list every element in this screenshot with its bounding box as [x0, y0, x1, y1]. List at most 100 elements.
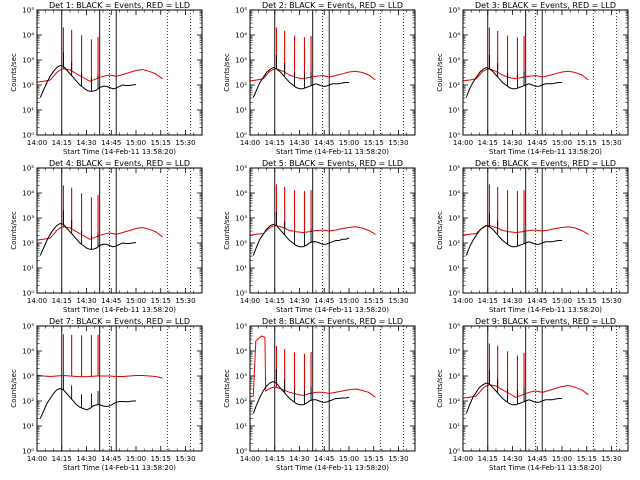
y-tick-label: 10⁰: [235, 290, 247, 298]
y-tick-label: 10²: [22, 240, 34, 248]
y-tick-label: 10⁵: [22, 7, 34, 15]
events-series-line: [252, 66, 349, 98]
x-tick-label: 14:00: [453, 139, 473, 147]
x-tick-label: 14:30: [502, 297, 522, 305]
y-tick-label: 10⁴: [235, 190, 247, 198]
y-tick-label: 10²: [448, 398, 460, 406]
x-tick-label: 15:30: [601, 139, 621, 147]
x-tick-label: 14:15: [478, 139, 498, 147]
y-tick-label: 10¹: [448, 107, 460, 115]
y-tick-label: 10³: [22, 215, 34, 223]
lld-series-line: [250, 224, 376, 236]
y-tick-label: 10⁴: [235, 32, 247, 40]
x-tick-label: 14:45: [314, 297, 334, 305]
y-tick-label: 10⁵: [235, 165, 247, 173]
x-tick-label: 15:15: [364, 455, 384, 463]
y-tick-label: 10²: [448, 240, 460, 248]
panel-title: Det 6: BLACK = Events, RED = LLD: [475, 159, 616, 168]
x-tick-label: 15:15: [364, 139, 384, 147]
lld-series-line: [250, 68, 376, 82]
events-series-line: [39, 64, 137, 98]
x-tick-label: 15:00: [126, 139, 146, 147]
x-tick-label: 15:15: [151, 297, 171, 305]
y-tick-label: 10⁵: [22, 165, 34, 173]
y-tick-label: 10¹: [448, 423, 460, 431]
y-tick-label: 10³: [448, 215, 460, 223]
x-tick-label: 15:15: [364, 297, 384, 305]
x-tick-label: 15:00: [339, 297, 359, 305]
x-axis-label: Start Time (14-Feb-11 13:58:20): [276, 306, 389, 314]
x-tick-label: 15:15: [577, 139, 597, 147]
x-tick-label: 14:30: [289, 139, 309, 147]
y-tick-label: 10⁵: [235, 7, 247, 15]
y-tick-label: 10⁰: [235, 132, 247, 140]
lld-series-line: [37, 374, 163, 379]
x-tick-label: 15:30: [388, 297, 408, 305]
x-tick-label: 15:15: [577, 297, 597, 305]
y-tick-label: 10³: [22, 57, 34, 65]
y-tick-label: 10⁴: [235, 348, 247, 356]
y-tick-label: 10³: [235, 373, 247, 381]
x-tick-label: 14:45: [527, 297, 547, 305]
y-tick-label: 10¹: [235, 265, 247, 273]
panel-title: Det 7: BLACK = Events, RED = LLD: [49, 317, 190, 326]
panel-title: Det 2: BLACK = Events, RED = LLD: [262, 1, 403, 10]
x-tick-label: 15:00: [552, 139, 572, 147]
events-series-line: [252, 223, 350, 256]
x-tick-label: 14:15: [265, 455, 285, 463]
y-tick-label: 10⁰: [448, 132, 460, 140]
y-tick-label: 10⁵: [448, 7, 460, 15]
lld-series-line: [37, 68, 163, 83]
events-series-line: [465, 66, 562, 98]
x-tick-label: 14:30: [76, 139, 96, 147]
x-axis-label: Start Time (14-Feb-11 13:58:20): [489, 148, 602, 156]
y-axis-label: Counts/sec: [223, 211, 231, 250]
x-tick-label: 15:30: [388, 455, 408, 463]
y-axis-label: Counts/sec: [10, 53, 18, 92]
x-axis-label: Start Time (14-Feb-11 13:58:20): [63, 306, 176, 314]
y-tick-label: 10²: [235, 82, 247, 90]
x-tick-label: 15:30: [175, 139, 195, 147]
y-tick-label: 10⁰: [22, 448, 34, 456]
events-series-line: [39, 387, 136, 419]
detector-panel-2: Det 2: BLACK = Events, RED = LLD 10⁰ 10¹ 10…: [223, 1, 416, 156]
y-axis-label: Counts/sec: [223, 53, 231, 92]
x-tick-label: 15:30: [388, 139, 408, 147]
events-series-line: [465, 382, 562, 414]
x-tick-label: 14:15: [478, 455, 498, 463]
x-tick-label: 14:15: [265, 297, 285, 305]
x-tick-label: 14:15: [478, 297, 498, 305]
x-tick-label: 14:00: [27, 139, 47, 147]
lld-series-line: [37, 226, 163, 241]
lld-series-line: [463, 384, 589, 399]
detector-panel-9: Det 9: BLACK = Events, RED = LLD 10⁰ 10¹ 10…: [436, 317, 629, 472]
y-tick-label: 10⁴: [22, 348, 34, 356]
x-tick-label: 14:45: [101, 139, 121, 147]
x-tick-label: 14:00: [453, 455, 473, 463]
detector-panel-6: Det 6: BLACK = Events, RED = LLD 10⁰ 10¹ 10…: [436, 159, 629, 314]
y-tick-label: 10¹: [235, 423, 247, 431]
y-tick-label: 10²: [448, 82, 460, 90]
x-tick-label: 14:15: [52, 139, 72, 147]
y-tick-label: 10⁰: [448, 290, 460, 298]
panel-title: Det 5: BLACK = Events, RED = LLD: [262, 159, 403, 168]
panel-title: Det 3: BLACK = Events, RED = LLD: [475, 1, 616, 10]
x-tick-label: 15:00: [552, 297, 572, 305]
x-tick-label: 14:45: [527, 139, 547, 147]
detector-panel-4: Det 4: BLACK = Events, RED = LLD 10⁰ 10¹ 10…: [10, 159, 203, 314]
y-axis-label: Counts/sec: [436, 369, 444, 408]
x-tick-label: 15:00: [126, 455, 146, 463]
x-tick-label: 14:30: [76, 297, 96, 305]
x-axis-label: Start Time (14-Feb-11 13:58:20): [489, 306, 602, 314]
x-tick-label: 15:15: [577, 455, 597, 463]
x-tick-label: 14:15: [52, 297, 72, 305]
y-tick-label: 10²: [22, 398, 34, 406]
detector-panel-3: Det 3: BLACK = Events, RED = LLD 10⁰ 10¹ 10…: [436, 1, 629, 156]
x-tick-label: 14:45: [101, 455, 121, 463]
detector-panel-5: Det 5: BLACK = Events, RED = LLD 10⁰ 10¹ 10…: [223, 159, 416, 314]
x-tick-label: 14:45: [314, 455, 334, 463]
lld-series-line: [463, 68, 589, 82]
x-tick-label: 14:45: [101, 297, 121, 305]
